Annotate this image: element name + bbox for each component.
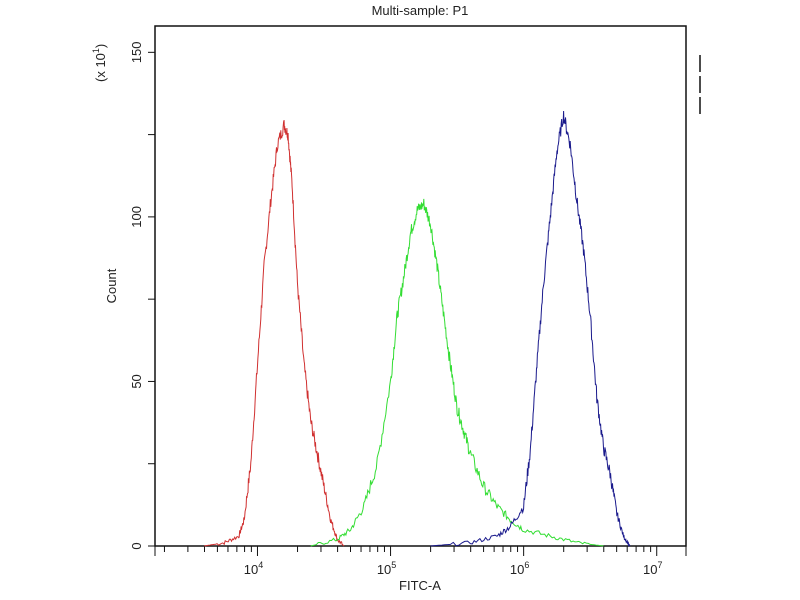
x-axis: 104 105 106 107 (154, 546, 687, 577)
svg-text:(x 101): (x 101) (91, 44, 108, 82)
series-green-line (310, 198, 604, 547)
y-multiplier: (x 101) (91, 44, 108, 82)
y-tick-label: 50 (129, 374, 144, 388)
plot-frame (154, 25, 687, 547)
y-axis: 0 50 100 150 (129, 41, 155, 550)
y-tick-label: 0 (129, 542, 144, 549)
x-tick-label: 107 (643, 560, 662, 577)
x-tick-label: 106 (510, 560, 529, 577)
y-tick-label: 150 (129, 41, 144, 63)
series-red-line (204, 120, 345, 547)
series-group (204, 110, 631, 548)
x-axis-label: FITC-A (399, 578, 441, 593)
y-multiplier-label: (x 10 (93, 53, 108, 82)
y-multiplier-exp: 1 (91, 48, 101, 53)
series-blue-line (430, 110, 631, 548)
y-tick-label: 100 (129, 206, 144, 228)
x-tick-label: 105 (377, 560, 396, 577)
x-tick-label: 104 (244, 560, 263, 577)
y-axis-label: Count (104, 268, 119, 303)
chart-title: Multi-sample: P1 (372, 3, 469, 18)
